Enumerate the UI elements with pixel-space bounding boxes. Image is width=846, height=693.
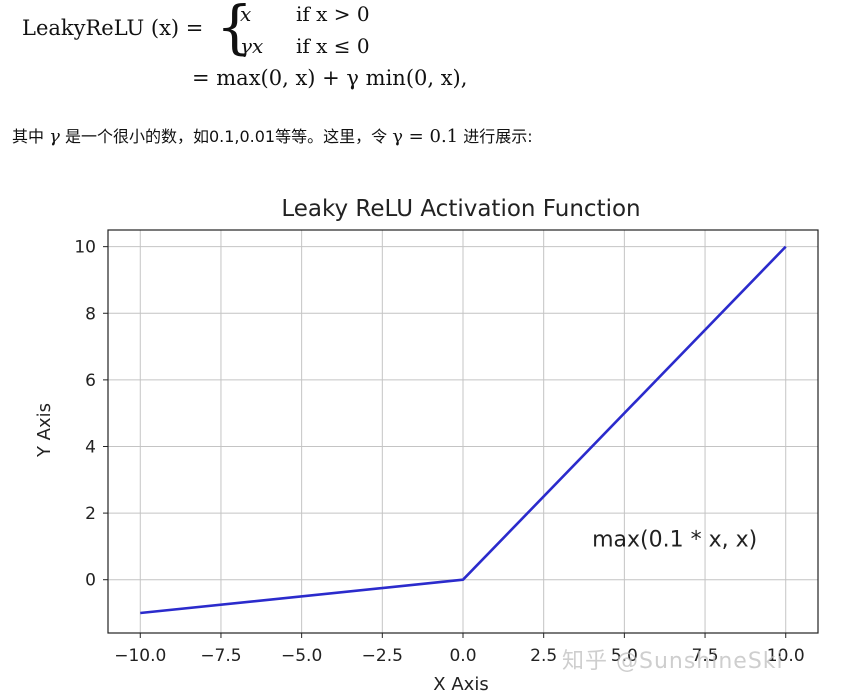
sentence-pre: 其中 [12, 127, 50, 146]
y-tick-label: 4 [85, 437, 96, 457]
x-tick-label: −10.0 [114, 646, 166, 666]
formula-line2: = max(0, x) + γ min(0, x), [192, 66, 468, 90]
y-axis-label: Y Axis [34, 403, 55, 458]
y-tick-label: 8 [85, 304, 96, 324]
description-sentence: 其中 γ 是一个很小的数，如0.1,0.01等等。这里，令 γ = 0.1 进行… [12, 123, 533, 147]
sentence-gamma: γ [49, 126, 60, 147]
leaky-relu-chart: Leaky ReLU Activation Function −10.0 −7.5… [34, 196, 819, 693]
sentence-mid: 是一个很小的数，如0.1,0.01等等。这里，令 [59, 127, 393, 146]
y-tick-label: 0 [85, 571, 96, 591]
y-tick-label: 2 [85, 504, 96, 524]
x-tick-label: 5.0 [611, 646, 638, 666]
x-tick-label: −7.5 [200, 646, 241, 666]
x-tick-label: 0.0 [449, 646, 476, 666]
chart-title: Leaky ReLU Activation Function [281, 196, 640, 222]
chart-annotation: max(0.1 * x, x) [592, 527, 757, 552]
x-tick-label: 10.0 [767, 646, 805, 666]
sentence-equation: γ = 0.1 [392, 126, 459, 147]
x-tick-label: −5.0 [281, 646, 322, 666]
formula-case2-condition: if x ≤ 0 [296, 34, 370, 58]
x-tick-label: 2.5 [530, 646, 557, 666]
formula-case2-expr: γx [240, 34, 264, 58]
formula-case1-expr: x [240, 2, 252, 26]
leaky-relu-line [140, 245, 787, 615]
formula-block: LeakyReLU (x) = { x if x > 0 γx if x ≤ 0… [20, 0, 540, 110]
x-tick-label: 7.5 [692, 646, 719, 666]
y-tick-labels: 0 2 4 6 8 10 [74, 238, 108, 591]
y-tick-label: 10 [74, 238, 96, 258]
sentence-post: 进行展示: [458, 127, 533, 146]
series-layer [140, 245, 787, 615]
watermark: 知乎 @SunshineSki [562, 649, 784, 674]
y-tick-label: 6 [85, 371, 96, 391]
x-tick-labels: −10.0 −7.5 −5.0 −2.5 0.0 2.5 5.0 7.5 10.0 [114, 633, 805, 666]
formula-case1-condition: if x > 0 [296, 2, 370, 26]
x-axis-label: X Axis [433, 674, 488, 693]
formula-lhs: LeakyReLU (x) = [22, 16, 204, 40]
grid-lines [108, 230, 818, 633]
formula-brace: { [216, 0, 253, 61]
x-tick-label: −2.5 [362, 646, 403, 666]
